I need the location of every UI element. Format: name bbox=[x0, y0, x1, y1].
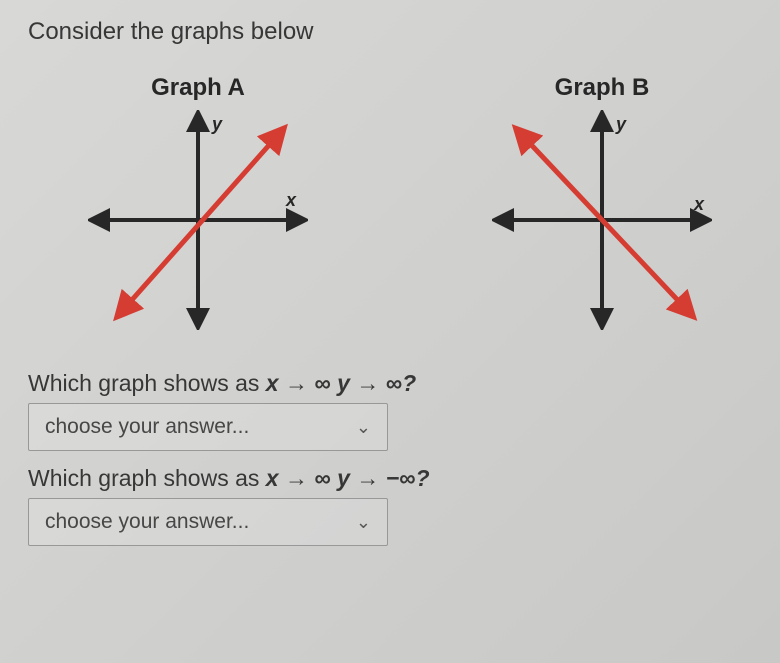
y-label: y bbox=[615, 114, 627, 134]
chevron-down-icon: ⌄ bbox=[356, 512, 371, 533]
dropdown-placeholder: choose your answer... bbox=[45, 510, 249, 534]
question-1-dropdown[interactable]: choose your answer... ⌄ bbox=[28, 403, 388, 451]
questions-block: Which graph shows as x → ∞ y → ∞? choose… bbox=[28, 370, 752, 560]
graphs-row: Graph A y x bbox=[28, 74, 752, 330]
question-2-dropdown[interactable]: choose your answer... ⌄ bbox=[28, 498, 388, 546]
graph-b-line bbox=[522, 135, 687, 310]
graph-b-svg: y x bbox=[492, 110, 712, 330]
worksheet-page: Consider the graphs below Graph A bbox=[0, 0, 780, 578]
prompt-text: Consider the graphs below bbox=[28, 18, 752, 46]
q1-math: x → ∞ y → ∞? bbox=[266, 370, 416, 396]
q2-math: x → ∞ y → −∞? bbox=[266, 465, 430, 491]
graph-a-title: Graph A bbox=[88, 74, 308, 102]
graph-a-block: Graph A y x bbox=[88, 74, 308, 330]
x-label: x bbox=[693, 194, 705, 214]
graph-a-line bbox=[123, 135, 278, 310]
question-2-text: Which graph shows as x → ∞ y → −∞? bbox=[28, 465, 752, 492]
graph-b-block: Graph B y x bbox=[492, 74, 712, 330]
graph-b-title: Graph B bbox=[492, 74, 712, 102]
graph-a-svg: y x bbox=[88, 110, 308, 330]
q2-prefix: Which graph shows as bbox=[28, 465, 266, 491]
q1-prefix: Which graph shows as bbox=[28, 370, 266, 396]
y-label: y bbox=[211, 114, 223, 134]
x-label: x bbox=[285, 190, 297, 210]
question-1-text: Which graph shows as x → ∞ y → ∞? bbox=[28, 370, 752, 397]
chevron-down-icon: ⌄ bbox=[356, 417, 371, 438]
dropdown-placeholder: choose your answer... bbox=[45, 415, 249, 439]
